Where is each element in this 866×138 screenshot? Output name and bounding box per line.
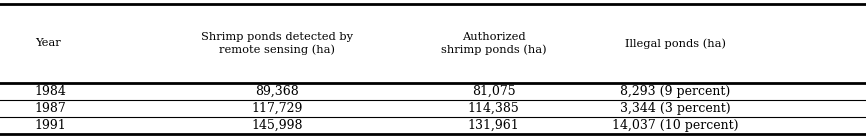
Text: 117,729: 117,729 <box>251 102 303 115</box>
Text: 8,293 (9 percent): 8,293 (9 percent) <box>620 85 731 98</box>
Text: Authorized
shrimp ponds (ha): Authorized shrimp ponds (ha) <box>441 32 546 55</box>
Text: 1991: 1991 <box>35 119 67 132</box>
Text: 1987: 1987 <box>35 102 67 115</box>
Text: 89,368: 89,368 <box>255 85 299 98</box>
Text: 145,998: 145,998 <box>251 119 303 132</box>
Text: Shrimp ponds detected by
remote sensing (ha): Shrimp ponds detected by remote sensing … <box>201 32 353 55</box>
Text: 81,075: 81,075 <box>472 85 515 98</box>
Text: Year: Year <box>35 39 61 48</box>
Text: 1984: 1984 <box>35 85 67 98</box>
Text: 14,037 (10 percent): 14,037 (10 percent) <box>612 119 739 132</box>
Text: 131,961: 131,961 <box>468 119 520 132</box>
Text: 3,344 (3 percent): 3,344 (3 percent) <box>620 102 731 115</box>
Text: 114,385: 114,385 <box>468 102 520 115</box>
Text: Illegal ponds (ha): Illegal ponds (ha) <box>625 38 726 49</box>
